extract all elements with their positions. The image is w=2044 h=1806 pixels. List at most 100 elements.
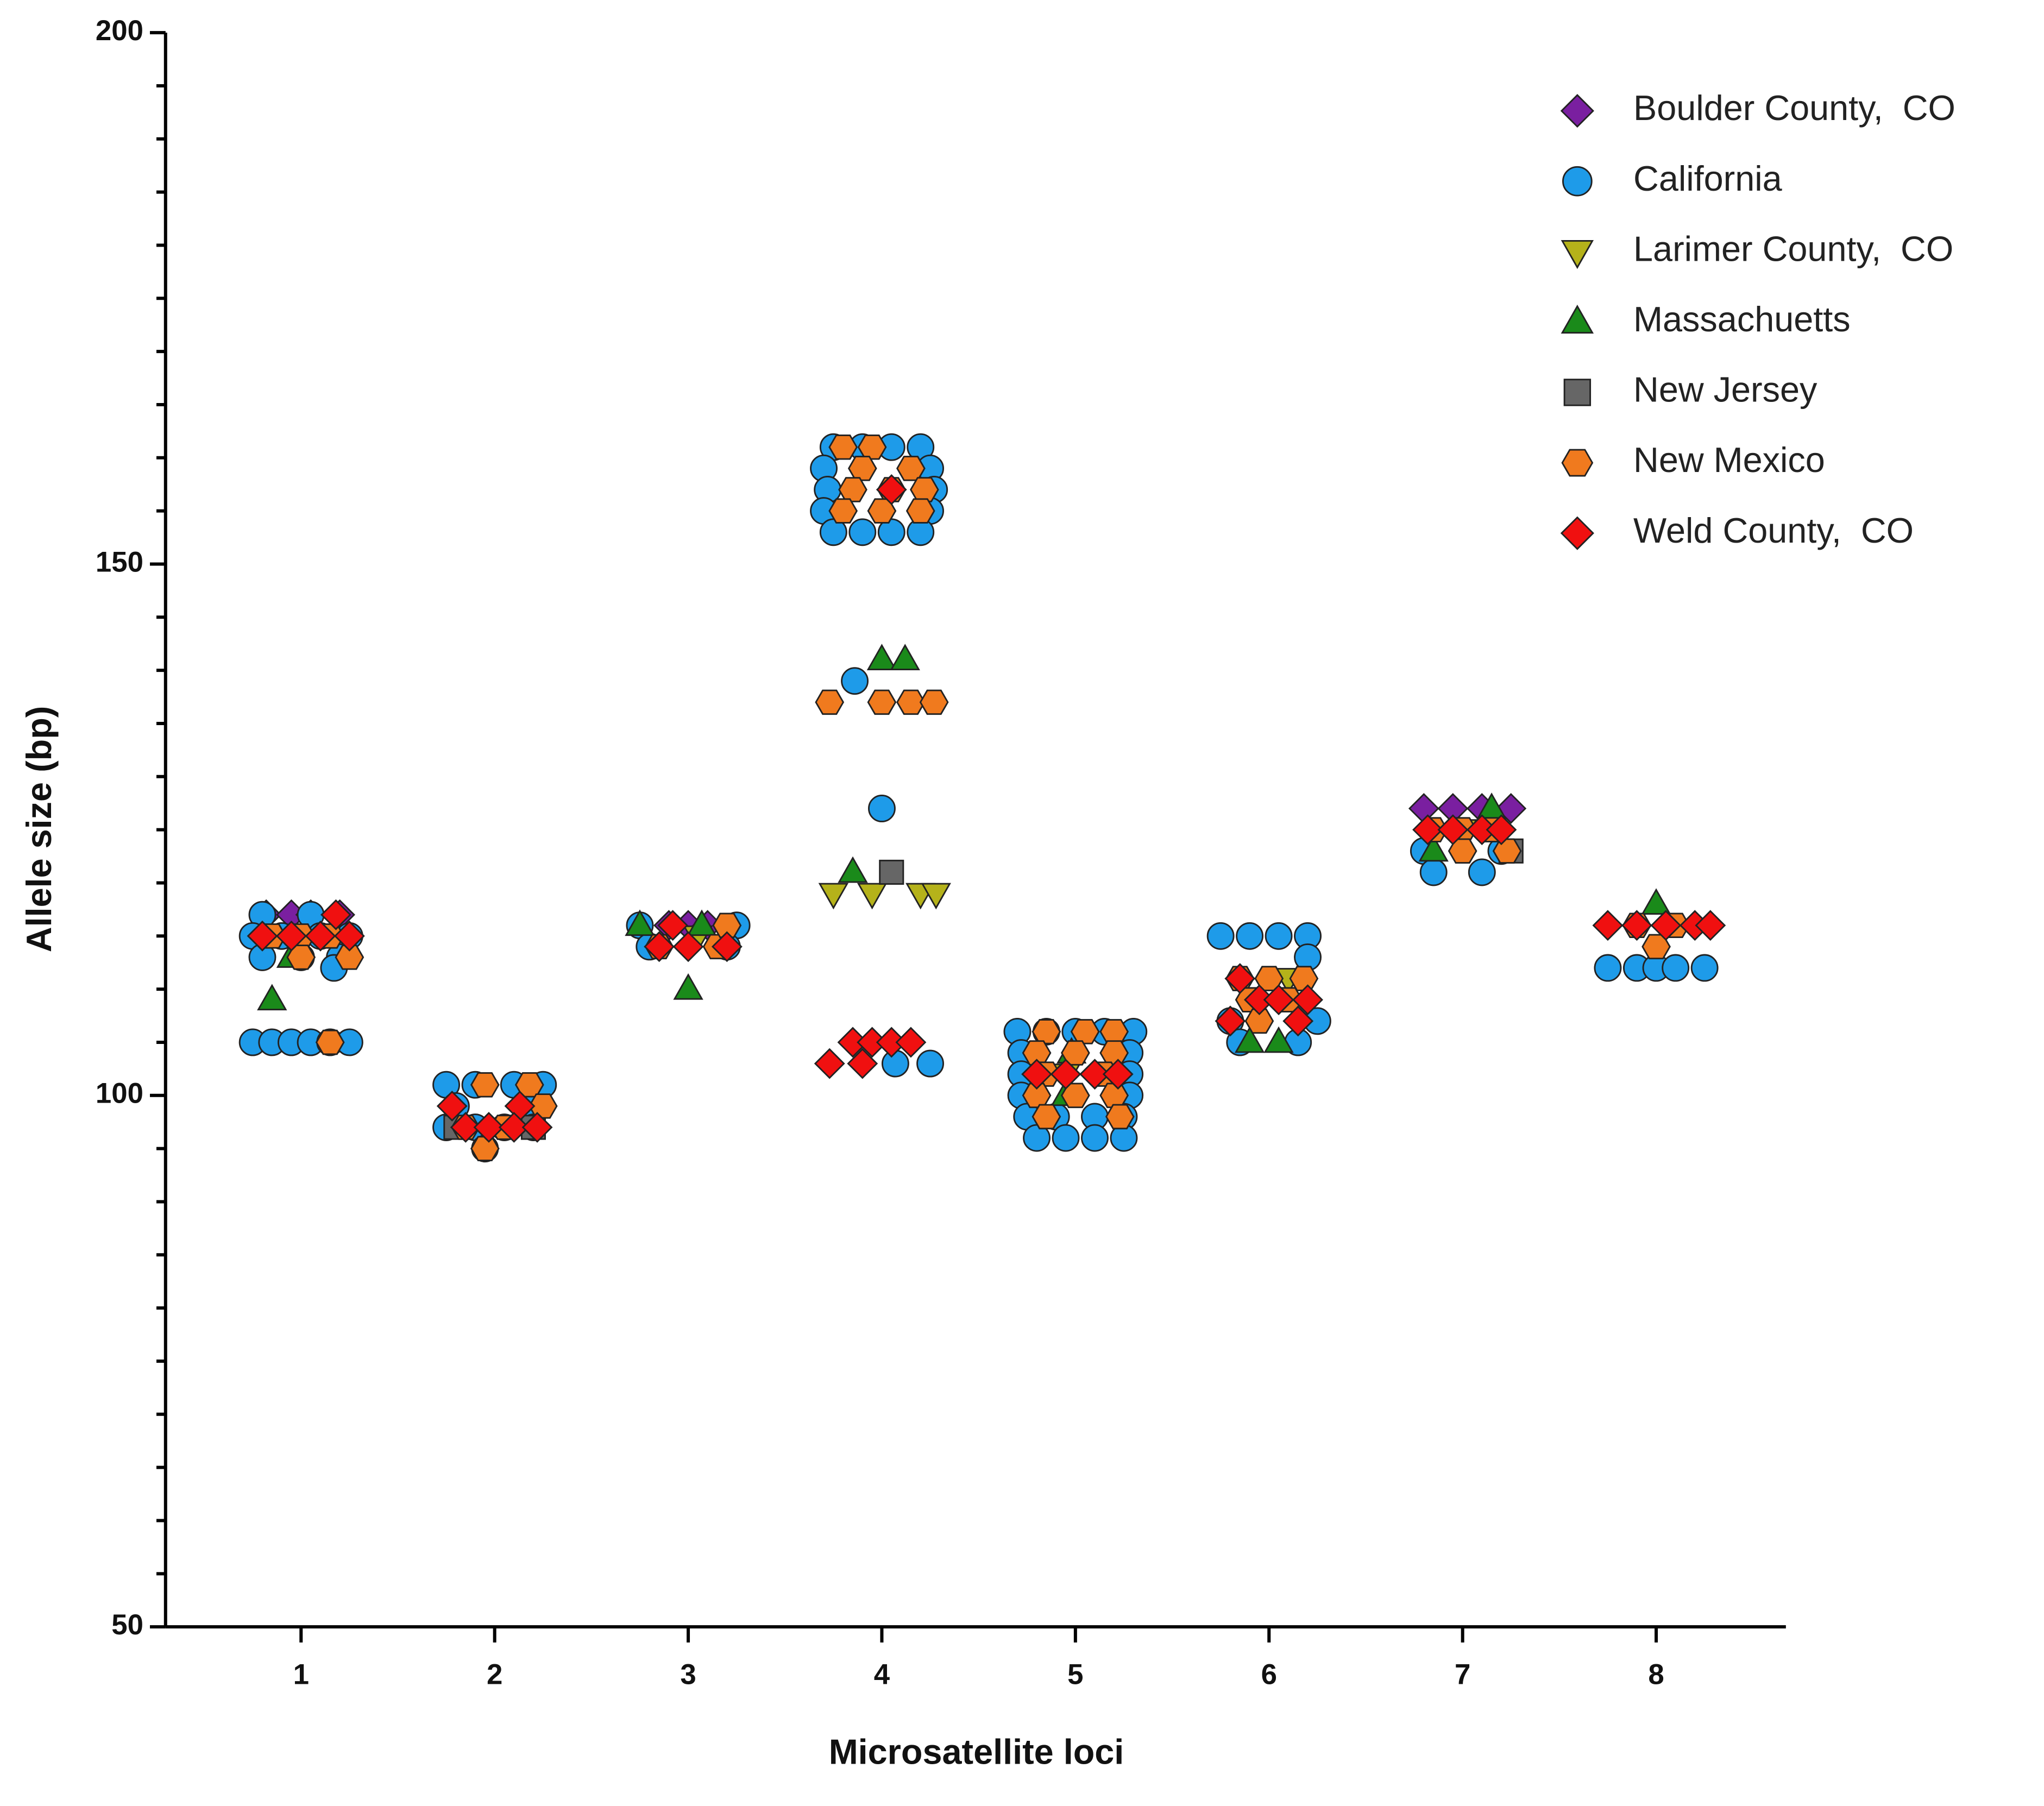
data-point xyxy=(673,973,703,1000)
data-point xyxy=(847,1048,878,1079)
data-point xyxy=(1621,910,1652,941)
data-point xyxy=(320,899,351,930)
data-point xyxy=(857,883,888,910)
data-point xyxy=(866,644,897,671)
data-point xyxy=(896,689,926,715)
data-point xyxy=(828,434,858,460)
data-point xyxy=(470,1072,500,1098)
legend-marker xyxy=(1562,166,1593,197)
data-point xyxy=(828,498,858,524)
data-point xyxy=(276,920,307,952)
data-point xyxy=(625,909,655,936)
data-point xyxy=(470,1136,500,1161)
data-point xyxy=(1206,922,1235,950)
data-point xyxy=(1099,1083,1129,1109)
data-point xyxy=(1265,922,1293,950)
data-point xyxy=(334,920,365,952)
data-point xyxy=(847,456,877,481)
data-point xyxy=(838,856,868,883)
data-point xyxy=(841,667,869,695)
data-point xyxy=(450,1112,481,1143)
data-point xyxy=(919,689,949,715)
legend-marker xyxy=(1560,516,1594,550)
legend-label: New Mexico xyxy=(1633,440,1825,480)
data-point xyxy=(1468,858,1496,886)
data-point xyxy=(1263,1026,1294,1053)
x-tick-label: 3 xyxy=(680,1658,696,1690)
data-point xyxy=(521,1112,553,1143)
data-point xyxy=(436,1090,468,1122)
legend-label: Massachuetts xyxy=(1633,299,1851,339)
data-point xyxy=(818,883,849,910)
legend-label: California xyxy=(1633,159,1783,198)
data-point xyxy=(848,518,877,546)
data-point xyxy=(814,1048,845,1079)
legend-label: Larimer County, CO xyxy=(1633,229,1953,268)
x-axis-label: Microsatellite loci xyxy=(829,1732,1124,1771)
data-point xyxy=(257,984,287,1011)
data-point xyxy=(1099,1040,1129,1066)
data-point xyxy=(644,931,675,962)
data-point xyxy=(1695,910,1726,941)
data-point xyxy=(286,945,316,970)
x-tick-label: 7 xyxy=(1455,1658,1470,1690)
data-point xyxy=(498,1112,530,1143)
data-point xyxy=(1050,1059,1081,1090)
data-point xyxy=(1032,1019,1061,1044)
data-point xyxy=(1060,1083,1090,1109)
data-point xyxy=(890,644,920,671)
data-point xyxy=(916,1049,944,1078)
data-point xyxy=(687,909,717,936)
data-point xyxy=(867,689,897,715)
x-tick-label: 1 xyxy=(293,1658,309,1690)
data-point xyxy=(305,920,336,952)
x-tick-label: 6 xyxy=(1261,1658,1277,1690)
data-point xyxy=(335,945,364,970)
data-point xyxy=(879,859,904,885)
data-point xyxy=(657,910,688,941)
data-point xyxy=(1486,814,1517,846)
legend-marker xyxy=(1561,449,1594,477)
data-point xyxy=(1224,963,1256,995)
data-point xyxy=(1052,1124,1080,1152)
data-point xyxy=(881,1049,909,1078)
data-point xyxy=(1099,1019,1129,1044)
data-point xyxy=(1437,814,1469,846)
legend-label: Weld County, CO xyxy=(1633,511,1914,550)
data-point xyxy=(1102,1059,1134,1090)
data-point xyxy=(247,920,278,952)
x-tick-label: 8 xyxy=(1648,1658,1664,1690)
data-point xyxy=(857,434,887,460)
data-point xyxy=(910,477,939,502)
data-point xyxy=(868,795,896,822)
data-point xyxy=(1594,954,1622,982)
data-point xyxy=(1289,966,1319,991)
data-point xyxy=(1592,910,1624,941)
legend-label: New Jersey xyxy=(1633,370,1817,410)
data-point xyxy=(1032,1104,1061,1130)
legend-label: Boulder County, CO xyxy=(1633,88,1955,128)
data-point xyxy=(1412,814,1443,846)
legend-marker xyxy=(1563,379,1592,406)
y-tick-label: 200 xyxy=(96,15,143,47)
data-point xyxy=(1263,984,1294,1016)
data-point xyxy=(1021,1059,1053,1090)
data-point xyxy=(1236,922,1264,950)
data-point xyxy=(1215,1005,1246,1037)
data-point xyxy=(1690,954,1719,982)
legend-marker xyxy=(1561,240,1594,269)
data-point xyxy=(315,1029,345,1055)
legend-marker xyxy=(1560,94,1594,128)
data-point xyxy=(672,931,704,962)
data-point xyxy=(1081,1124,1109,1152)
y-tick-label: 150 xyxy=(96,546,143,578)
data-point xyxy=(1419,858,1448,886)
x-tick-label: 4 xyxy=(874,1658,890,1690)
legend-marker xyxy=(1561,304,1594,334)
data-point xyxy=(1234,1026,1265,1053)
data-point xyxy=(1079,1059,1110,1090)
y-tick-label: 100 xyxy=(96,1078,143,1110)
data-point xyxy=(1641,888,1671,915)
data-point xyxy=(815,689,845,715)
